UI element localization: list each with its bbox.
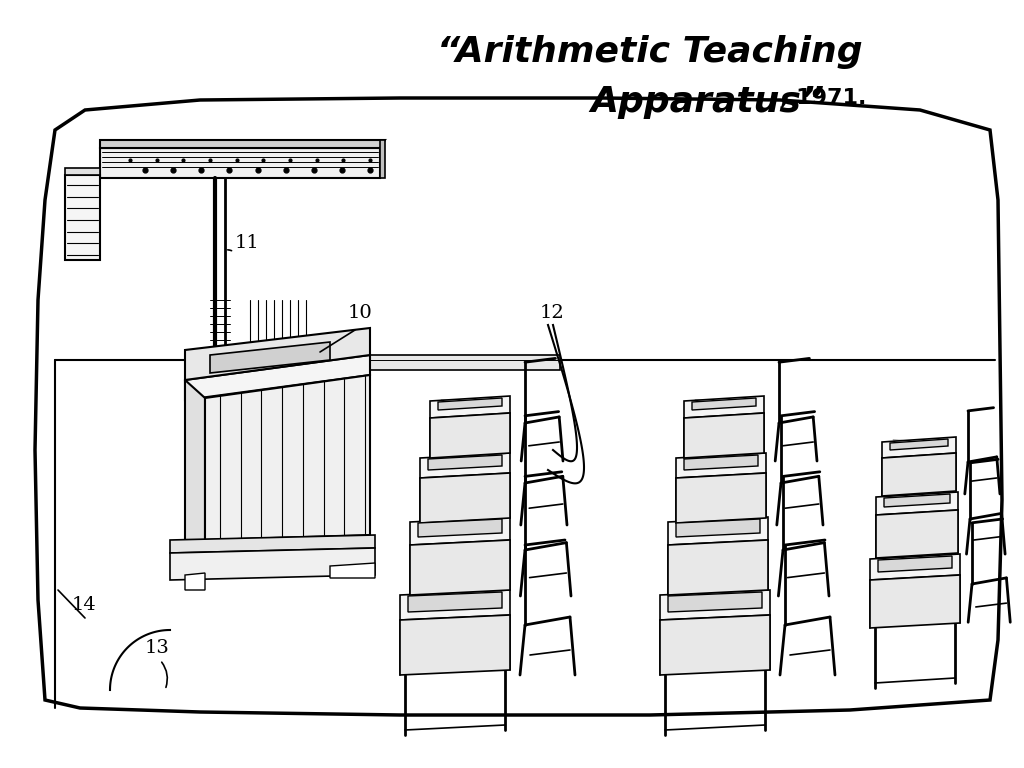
Polygon shape xyxy=(400,590,510,620)
Text: 12: 12 xyxy=(540,304,565,322)
Polygon shape xyxy=(170,548,375,580)
Polygon shape xyxy=(692,398,756,410)
Text: , 1971.: , 1971. xyxy=(780,88,866,108)
Polygon shape xyxy=(876,492,958,515)
Polygon shape xyxy=(870,575,961,628)
Polygon shape xyxy=(430,413,510,458)
Polygon shape xyxy=(428,455,502,470)
Polygon shape xyxy=(410,540,510,595)
Polygon shape xyxy=(668,540,768,595)
Polygon shape xyxy=(878,556,952,572)
Polygon shape xyxy=(676,519,760,537)
Polygon shape xyxy=(684,396,764,418)
Polygon shape xyxy=(676,453,766,478)
Polygon shape xyxy=(185,573,205,590)
Polygon shape xyxy=(882,437,956,458)
Polygon shape xyxy=(170,535,375,553)
Polygon shape xyxy=(660,615,770,675)
Polygon shape xyxy=(100,148,380,178)
Polygon shape xyxy=(100,140,385,148)
Polygon shape xyxy=(876,510,958,558)
Text: 14: 14 xyxy=(72,596,96,614)
Polygon shape xyxy=(660,590,770,620)
Polygon shape xyxy=(430,396,510,418)
Polygon shape xyxy=(684,455,758,470)
Polygon shape xyxy=(35,98,1002,715)
Polygon shape xyxy=(890,439,948,450)
Polygon shape xyxy=(438,398,502,410)
Polygon shape xyxy=(380,140,385,178)
Polygon shape xyxy=(65,168,100,175)
Polygon shape xyxy=(884,494,950,507)
Polygon shape xyxy=(420,473,510,523)
Polygon shape xyxy=(240,355,560,370)
Polygon shape xyxy=(185,328,370,380)
Polygon shape xyxy=(330,563,375,578)
Polygon shape xyxy=(210,342,330,373)
Polygon shape xyxy=(65,175,100,260)
Text: 11: 11 xyxy=(234,234,260,252)
Text: “Arithmetic Teaching: “Arithmetic Teaching xyxy=(437,35,863,69)
Polygon shape xyxy=(408,592,502,612)
Polygon shape xyxy=(205,375,370,540)
Text: 10: 10 xyxy=(348,304,373,322)
Text: Apparatus”: Apparatus” xyxy=(590,85,824,119)
Polygon shape xyxy=(668,592,762,612)
Polygon shape xyxy=(882,453,956,496)
Text: 13: 13 xyxy=(145,639,170,657)
Polygon shape xyxy=(185,380,205,540)
Polygon shape xyxy=(676,473,766,523)
Polygon shape xyxy=(668,517,768,545)
Polygon shape xyxy=(684,413,764,458)
Polygon shape xyxy=(870,554,961,580)
Polygon shape xyxy=(410,517,510,545)
Polygon shape xyxy=(418,519,502,537)
Polygon shape xyxy=(420,453,510,478)
Polygon shape xyxy=(185,355,370,400)
Polygon shape xyxy=(400,615,510,675)
